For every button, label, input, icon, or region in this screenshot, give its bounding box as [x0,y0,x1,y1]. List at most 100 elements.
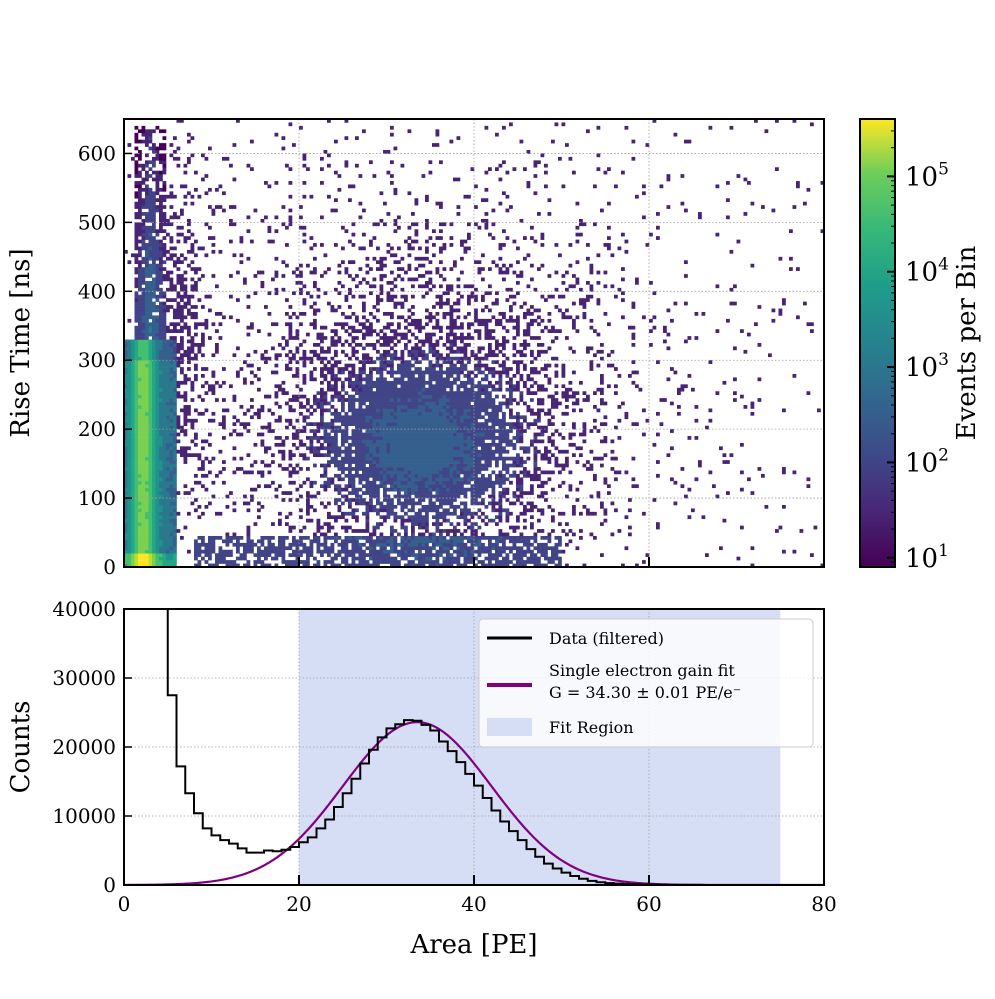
heatmap-cell [176,274,181,278]
heatmap-cell [435,380,440,385]
heatmap-cell [421,542,426,547]
heatmap-cell [145,391,149,395]
heatmap-cell [393,294,398,299]
heatmap-cell [449,360,454,364]
heatmap-cell [421,422,426,427]
heatmap-cell [404,318,408,323]
heatmap-cell [236,298,240,302]
heatmap-cell [383,256,387,261]
heatmap-cell [365,425,370,430]
heatmap-cell [299,401,303,406]
heatmap-cell [288,322,293,327]
heatmap-cell [428,480,433,485]
heatmap-cell [453,525,457,530]
heatmap-cell [439,425,443,430]
heatmap-cell [355,546,359,551]
heatmap-cell [348,535,352,540]
heatmap-cell [421,518,426,523]
heatmap-cell [166,346,170,351]
heatmap-cell [152,360,156,364]
heatmap-cell [383,487,387,492]
heatmap-cell [309,270,314,275]
heatmap-cell [323,542,328,547]
heatmap-cell [131,415,135,420]
heatmap-cell [180,339,184,344]
heatmap-cell [453,511,457,516]
heatmap-cell [327,349,331,354]
heatmap-cell [327,525,331,530]
heatmap-cell [159,460,163,464]
heatmap-cell [439,463,443,468]
heatmap-cell [274,256,279,261]
heatmap-cell [169,511,174,516]
heatmap-cell [306,491,310,495]
heatmap-cell [173,432,177,437]
heatmap-cell [372,553,377,557]
heatmap-cell [271,535,275,540]
heatmap-cell [145,256,149,261]
heatmap-cell [341,439,345,444]
heatmap-cell [407,129,412,134]
heatmap-cell [155,553,160,557]
heatmap-cell [162,411,167,416]
heatmap-cell [362,294,366,299]
heatmap-cell [124,360,128,364]
heatmap-cell [264,356,268,361]
heatmap-cell [320,484,324,489]
heatmap-cell [155,532,160,537]
heatmap-cell [183,236,188,240]
heatmap-cell [442,343,447,347]
heatmap-cell [397,453,401,458]
heatmap-cell [386,170,391,175]
heatmap-cell [397,467,401,471]
heatmap-cell [138,215,142,220]
heatmap-cell [453,363,457,368]
heatmap-cell [414,398,419,402]
heatmap-cell [334,453,338,458]
heatmap-cell [432,229,436,234]
heatmap-cell [411,515,415,520]
heatmap-cell [379,360,384,364]
heatmap-cell [372,484,377,489]
heatmap-cell [162,394,167,399]
heatmap-cell [159,170,163,175]
heatmap-cell [400,535,405,540]
heatmap-cell [390,174,394,178]
heatmap-cell [173,556,177,561]
heatmap-cell [348,287,352,292]
heatmap-cell [453,494,457,499]
heatmap-cell [159,367,163,371]
heatmap-cell [246,332,251,337]
heatmap-cell [131,422,135,427]
heatmap-cell [435,405,440,409]
heatmap-cell [148,343,153,347]
heatmap-cell [386,363,391,368]
heatmap-cell [344,453,349,458]
heatmap-cell [138,560,142,564]
heatmap-cell [162,129,167,134]
heatmap-cell [253,460,258,464]
heatmap-cell [173,429,177,433]
heatmap-cell [155,181,160,185]
heatmap-cell [127,408,132,413]
heatmap-cell [386,360,391,364]
heatmap-cell [260,442,265,447]
heatmap-cell [166,542,170,547]
heatmap-cell [145,280,149,285]
heatmap-cell [145,439,149,444]
heatmap-cell [355,518,359,523]
heatmap-cell [152,308,156,313]
heatmap-cell [344,160,349,165]
heatmap-cell [145,291,149,296]
heatmap-cell [183,194,188,199]
heatmap-cell [306,408,310,413]
heatmap-cell [421,408,426,413]
heatmap-cell [145,560,149,564]
heatmap-cell [379,356,384,361]
heatmap-cell [386,501,391,506]
heatmap-cell [127,449,132,454]
heatmap-cell [404,494,408,499]
heatmap-cell [208,387,212,392]
heatmap-cell [449,311,454,316]
heatmap-cell [253,208,258,213]
